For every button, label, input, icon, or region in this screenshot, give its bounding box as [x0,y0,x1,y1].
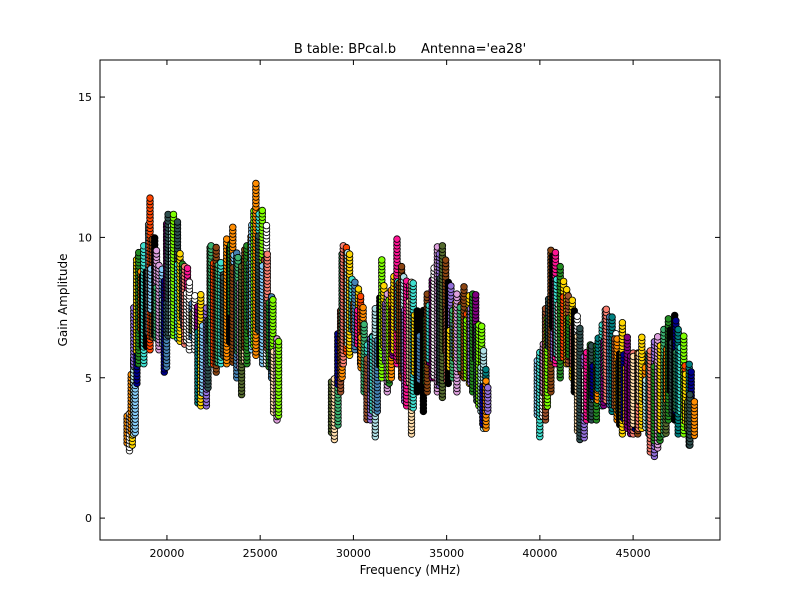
data-point [234,253,242,262]
data-point [152,246,161,255]
point-column [484,384,492,415]
data-point [438,242,447,250]
data-point [183,264,192,272]
data-point [173,218,182,226]
data-point [447,282,455,290]
data-point [478,322,486,330]
data-point [453,290,461,298]
data-point [146,194,154,202]
data-point [212,243,220,252]
data-point [413,307,421,315]
data-point [356,292,365,301]
data-point [262,221,271,230]
data-point [482,377,490,385]
data-point [222,235,231,243]
data-point [482,365,490,374]
data-point [378,256,386,264]
data-point [479,347,488,355]
data-point [269,296,277,304]
data-point [460,283,468,291]
scatter-points [123,179,699,461]
data-point [345,250,354,258]
data-point [185,278,194,286]
data-point [252,179,260,188]
data-point [409,279,417,287]
data-point [169,210,178,219]
data-point [258,206,266,215]
point-column [131,381,139,437]
data-point [263,250,271,258]
data-point [484,384,492,392]
data-point [229,223,237,231]
point-column [274,337,283,420]
data-point [360,320,368,329]
data-point [351,278,359,286]
data-point [359,303,367,312]
data-point [442,256,450,264]
data-point [197,291,205,299]
data-point [397,262,406,271]
data-point [150,234,159,242]
data-point [393,235,401,243]
data-point [380,282,388,290]
data-point [472,291,480,299]
data-point [176,249,184,258]
data-point [354,285,363,293]
data-point [274,337,283,346]
